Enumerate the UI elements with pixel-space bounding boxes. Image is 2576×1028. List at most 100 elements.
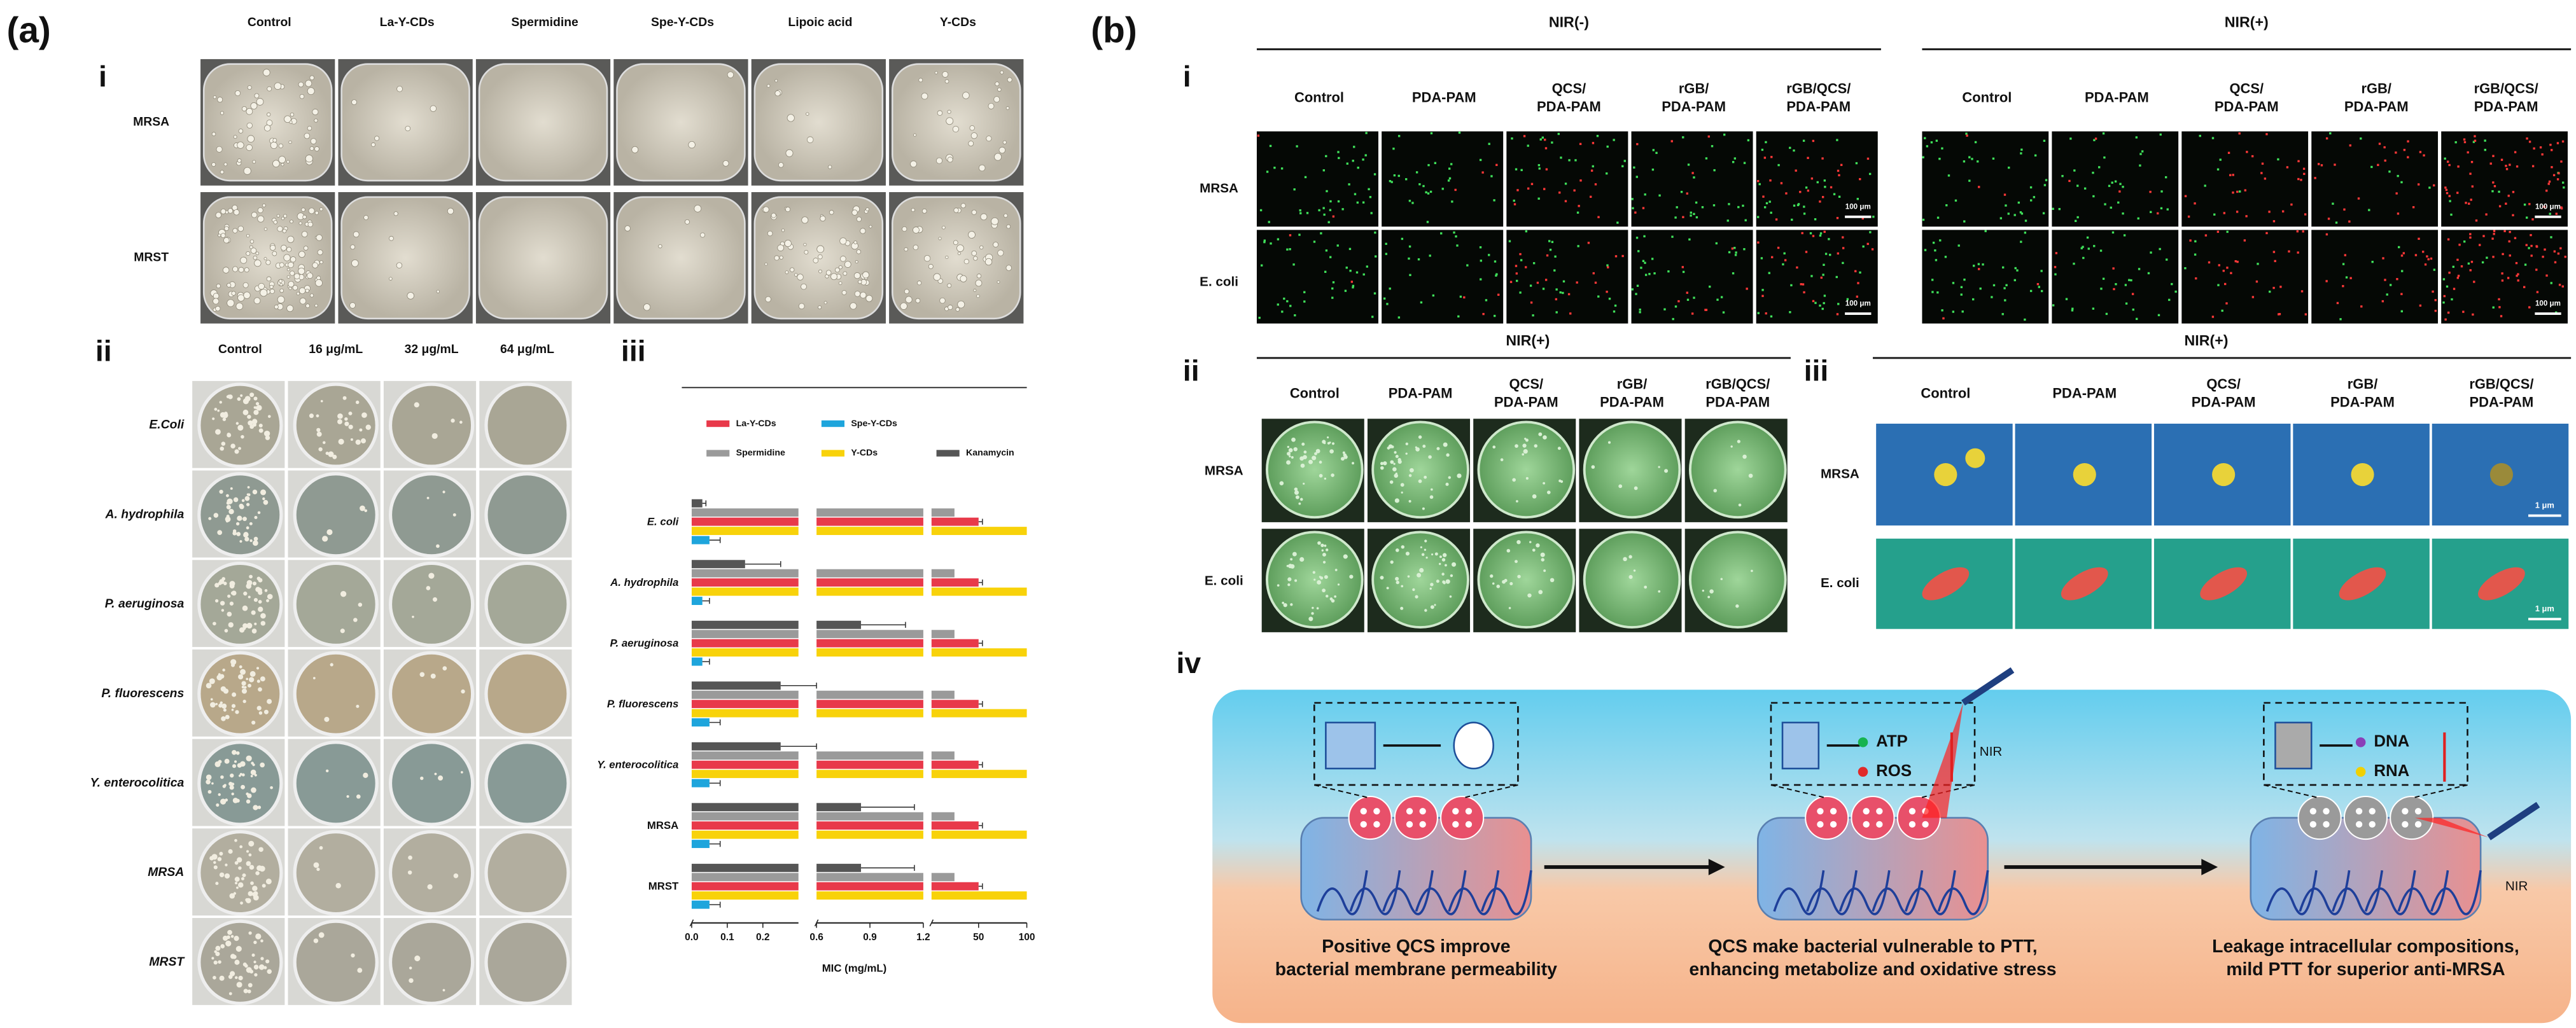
fiber	[1773, 870, 1825, 915]
cell-dot	[2343, 208, 2346, 211]
colony	[233, 135, 237, 139]
cell-dot	[1616, 221, 1619, 224]
colony	[209, 856, 214, 861]
cell-dot	[1455, 235, 1457, 238]
colony	[971, 209, 977, 215]
cell-dot	[1935, 139, 1938, 142]
fluorescence-image	[2311, 230, 2439, 324]
colony	[825, 270, 832, 275]
cell-dot	[1427, 163, 1430, 167]
cell-dot	[1338, 156, 1340, 160]
colony	[246, 526, 249, 530]
cell-dot	[2304, 313, 2307, 316]
colony	[850, 302, 857, 310]
colony	[684, 219, 690, 225]
cell-dot	[2113, 288, 2115, 291]
cell-dot	[2561, 140, 2565, 143]
colony	[1380, 462, 1384, 466]
cell-dot	[1837, 303, 1840, 305]
colony	[973, 256, 978, 261]
colony	[231, 291, 236, 296]
colony	[829, 210, 834, 215]
cell-dot	[1564, 200, 1567, 202]
bar	[816, 517, 923, 526]
colony	[722, 160, 729, 167]
cell-dot	[1737, 205, 1740, 209]
cell-dot	[1346, 162, 1348, 165]
cell-dot	[2103, 156, 2106, 159]
cell-dot	[1259, 209, 1263, 212]
fiber	[2430, 870, 2482, 915]
cell-dot	[2505, 202, 2507, 205]
colony	[997, 87, 1002, 92]
colony	[1424, 548, 1427, 551]
cell-dot	[1608, 297, 1611, 300]
colony	[256, 405, 262, 411]
colony	[1389, 480, 1394, 484]
cell-dot	[2498, 190, 2500, 193]
cell-dot	[2092, 171, 2094, 174]
bar	[691, 803, 799, 812]
row-label: MRST	[134, 250, 169, 264]
cell-dot	[1866, 157, 1870, 160]
colony	[956, 244, 964, 253]
colony	[246, 622, 253, 629]
plate	[484, 830, 570, 916]
colony	[234, 877, 240, 882]
colony	[978, 164, 986, 172]
cell-dot	[2211, 316, 2215, 318]
colony	[229, 971, 235, 976]
cell-dot	[2111, 181, 2113, 184]
particle-dot	[1419, 808, 1426, 815]
cell-dot	[2110, 206, 2112, 209]
colony	[213, 513, 219, 518]
cell-dot	[1961, 310, 1964, 313]
laser	[2487, 802, 2540, 840]
colony	[344, 417, 348, 421]
bar	[931, 812, 955, 821]
cell-dot	[1266, 170, 1269, 173]
cell-dot	[1509, 281, 1513, 283]
cell-dot	[2150, 251, 2152, 254]
colony	[253, 406, 256, 409]
column-header: rGB/	[2348, 376, 2378, 392]
cell-dot	[1397, 316, 1401, 319]
cell-dot	[2132, 309, 2134, 311]
cell-dot	[2174, 290, 2177, 293]
cell-dot	[1835, 275, 1838, 279]
cell-dot	[2314, 177, 2316, 179]
colony	[260, 489, 267, 496]
bar	[931, 751, 955, 760]
bar	[816, 700, 923, 709]
colony	[921, 208, 927, 214]
colony	[211, 162, 216, 167]
colony	[405, 125, 411, 132]
colony	[227, 394, 230, 398]
colony	[234, 959, 240, 965]
plate	[1689, 531, 1787, 629]
cell-dot	[2418, 237, 2420, 240]
colony	[222, 417, 227, 421]
colony	[357, 968, 363, 973]
colony	[213, 961, 218, 965]
cell-dot	[1769, 179, 1772, 182]
colony	[860, 228, 866, 234]
cell-dot	[1329, 209, 1332, 211]
cell-dot	[1597, 295, 1600, 298]
cell-dot	[1648, 273, 1651, 275]
particle-dot	[2323, 821, 2330, 828]
colony	[246, 580, 253, 586]
cell-dot	[1977, 263, 1980, 265]
colony	[260, 939, 263, 943]
colony	[1326, 548, 1329, 552]
inset-box	[1313, 702, 1519, 786]
colony	[314, 303, 318, 308]
cell-dot	[2467, 262, 2470, 265]
cell-dot	[2069, 137, 2072, 140]
cell-dot	[1693, 296, 1695, 299]
cell-dot	[1963, 278, 1966, 281]
colony	[210, 698, 213, 701]
cell-dot	[1393, 174, 1396, 177]
cell-dot	[2083, 187, 2087, 190]
colony	[365, 424, 371, 430]
